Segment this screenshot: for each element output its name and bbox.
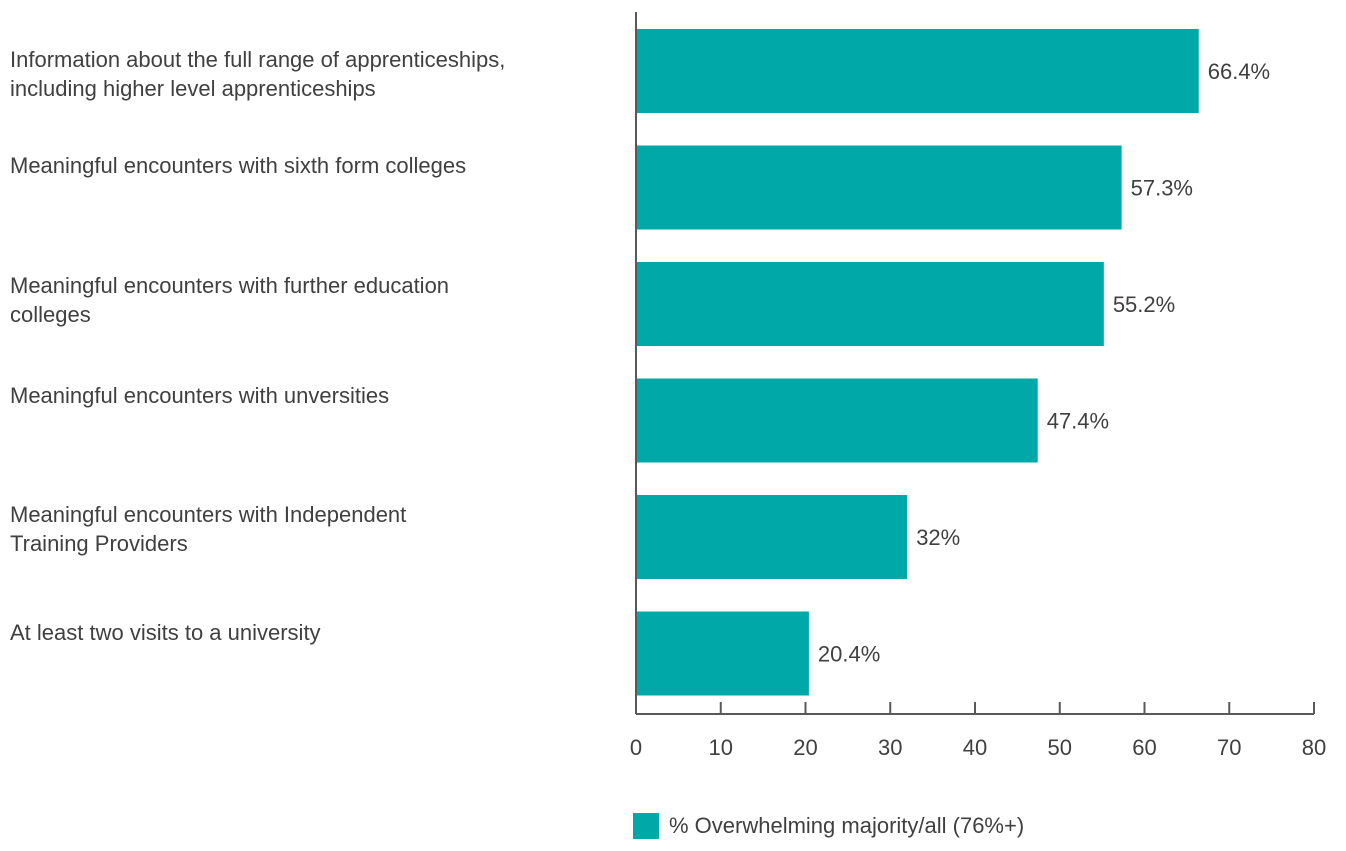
- bar: [636, 145, 1122, 230]
- legend: % Overwhelming majority/all (76%+): [633, 813, 1024, 839]
- data-label: 66.4%: [1208, 59, 1270, 84]
- bar: [636, 29, 1199, 113]
- category-label: Meaningful encounters with further educa…: [10, 273, 450, 327]
- category-label: Meaningful encounters with unversities: [10, 383, 390, 408]
- category-label: Meaningful encounters with sixth form co…: [10, 153, 467, 178]
- category-label: At least two visits to a university: [10, 620, 321, 645]
- data-label: 57.3%: [1131, 176, 1193, 201]
- data-label: 20.4%: [818, 642, 880, 667]
- x-tick-label: 10: [709, 735, 733, 760]
- x-tick-label: 60: [1132, 735, 1156, 760]
- bar: [636, 378, 1038, 463]
- x-tick-label: 70: [1217, 735, 1241, 760]
- data-label: 47.4%: [1047, 409, 1109, 434]
- bar: [636, 495, 908, 579]
- data-label: 55.2%: [1113, 292, 1175, 317]
- x-tick-label: 80: [1302, 735, 1326, 760]
- data-label: 32%: [916, 525, 960, 550]
- bar: [636, 262, 1104, 346]
- x-tick-label: 50: [1048, 735, 1072, 760]
- category-label: Meaningful encounters with Independent Tr…: [10, 502, 407, 556]
- x-tick-label: 20: [793, 735, 817, 760]
- legend-label: % Overwhelming majority/all (76%+): [669, 813, 1025, 838]
- bar: [636, 611, 809, 696]
- x-tick-label: 0: [630, 735, 642, 760]
- x-tick-label: 30: [878, 735, 902, 760]
- legend-swatch: [633, 813, 659, 839]
- category-label: Information about the full range of appr…: [10, 47, 506, 101]
- x-tick-label: 40: [963, 735, 987, 760]
